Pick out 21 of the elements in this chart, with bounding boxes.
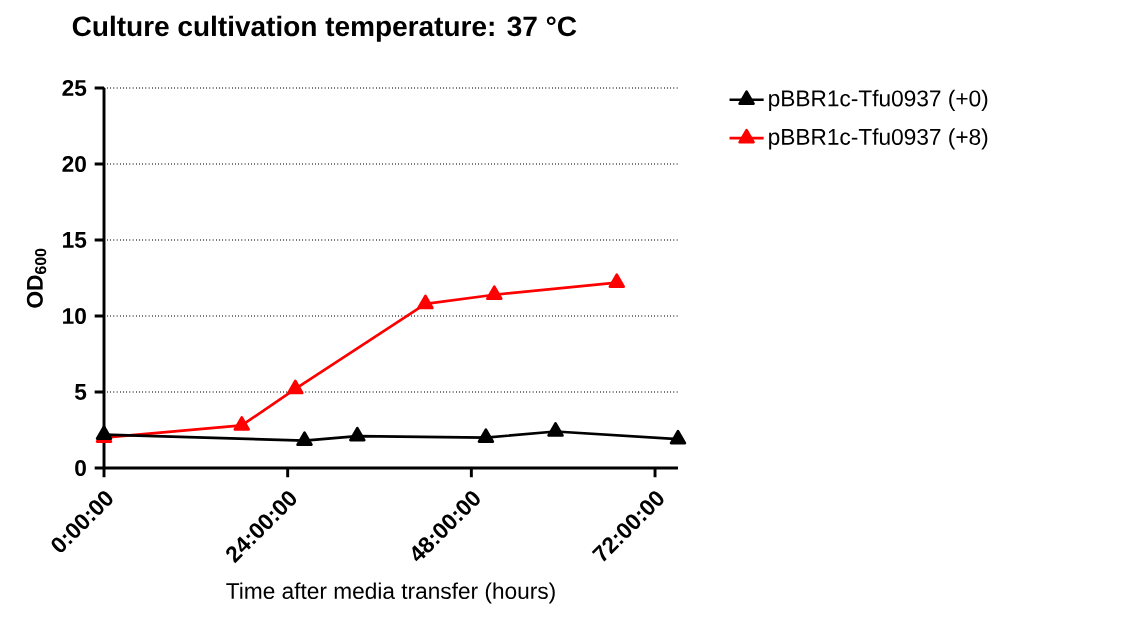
legend-label: pBBR1c-Tfu0937 (+0) <box>769 89 988 111</box>
point <box>417 294 434 310</box>
point <box>547 422 564 437</box>
y-tick-label: 5 <box>74 384 87 400</box>
x-axis-title: Time after media transfer (hours) <box>226 582 555 604</box>
point <box>287 379 304 395</box>
point <box>296 431 313 446</box>
y-tick-label: 25 <box>62 79 87 97</box>
y-tick-label: 20 <box>62 155 86 173</box>
chart-title: Culture cultivation temperature: 37 °C <box>72 15 577 42</box>
point <box>349 426 366 442</box>
point <box>608 273 626 288</box>
point <box>486 285 503 301</box>
y-axis-title: OD$_{600}$ <box>26 248 47 308</box>
y-tick-label: 15 <box>63 232 87 248</box>
y-tick-label: 0 <box>75 459 86 477</box>
y-tick-label: 10 <box>63 307 86 325</box>
point <box>669 429 687 445</box>
point <box>477 428 495 443</box>
point <box>233 416 251 431</box>
legend-label: pBBR1c-Tfu0937 (+8) <box>769 128 988 150</box>
